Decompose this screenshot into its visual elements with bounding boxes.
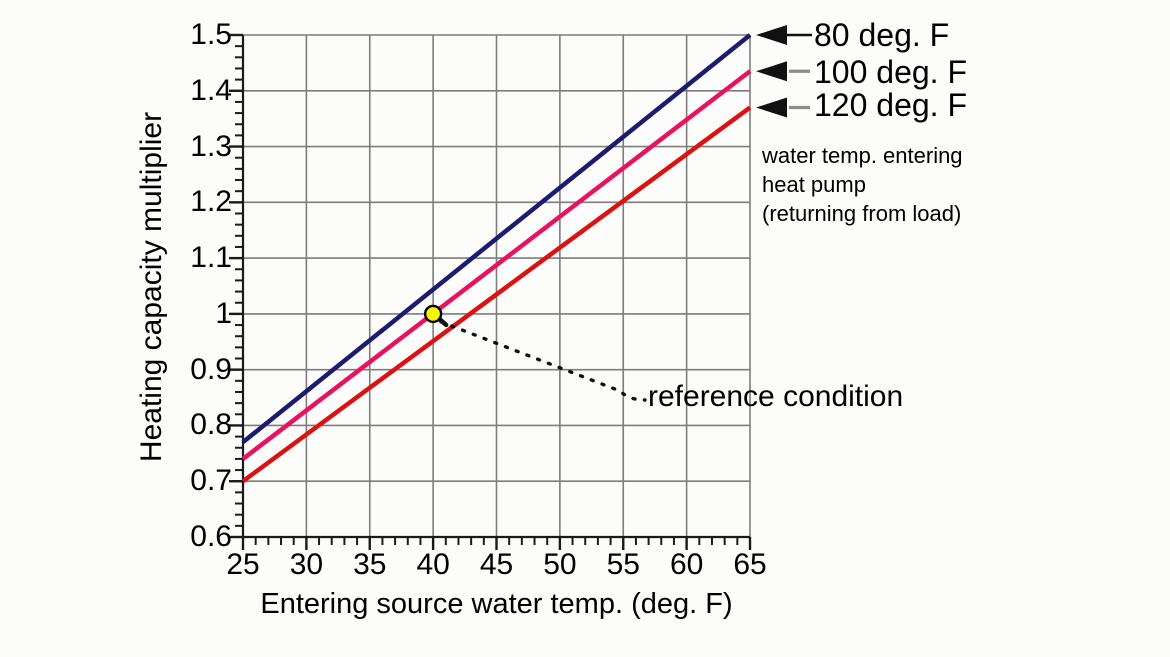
y-tick-label: 1.3 (190, 129, 232, 163)
legend-arrow-icon (756, 61, 787, 82)
x-tick-label: 40 (416, 548, 450, 581)
leader-dashed-line (439, 320, 647, 402)
x-tick-label: 60 (669, 548, 704, 581)
y-tick-label: 1.1 (190, 241, 232, 275)
legend-note-text: water temp. entering heat pump (returnin… (762, 143, 963, 226)
legend-label-100-deg: 100 deg. F (814, 54, 967, 90)
y-tick-label: 0.9 (190, 352, 232, 386)
x-axis-title: Entering source water temp. (deg. F) (260, 588, 733, 620)
series-line-2 (241, 105, 752, 484)
y-tick-label: 0.8 (190, 408, 232, 442)
x-tick-label: 65 (733, 548, 767, 581)
legend-arrow-icon (756, 25, 787, 45)
y-tick-label: 0.6 (190, 520, 232, 553)
y-tick-label: 1 (215, 296, 232, 330)
x-tick-label: 45 (479, 548, 514, 581)
x-tick-label: 35 (353, 548, 387, 581)
reference-point-marker (423, 304, 443, 324)
legend-label-120-deg: 120 deg. F (814, 87, 967, 123)
series-line-0 (241, 33, 752, 444)
x-tick-label: 25 (226, 548, 260, 581)
x-tick-label: 30 (289, 548, 324, 581)
y-tick-label: 1.2 (190, 185, 232, 219)
x-tick-label: 50 (543, 548, 577, 581)
series-line-1 (241, 69, 752, 461)
y-tick-label: 1.5 (190, 18, 232, 51)
reference-condition-label: reference condition (648, 380, 904, 413)
legend-label-80-deg: 80 deg. F (814, 17, 950, 53)
y-tick-label: 1.4 (190, 73, 232, 107)
x-tick-label: 55 (606, 548, 640, 581)
legend-arrow-icon (756, 97, 787, 118)
y-tick-label: 0.7 (190, 464, 232, 498)
